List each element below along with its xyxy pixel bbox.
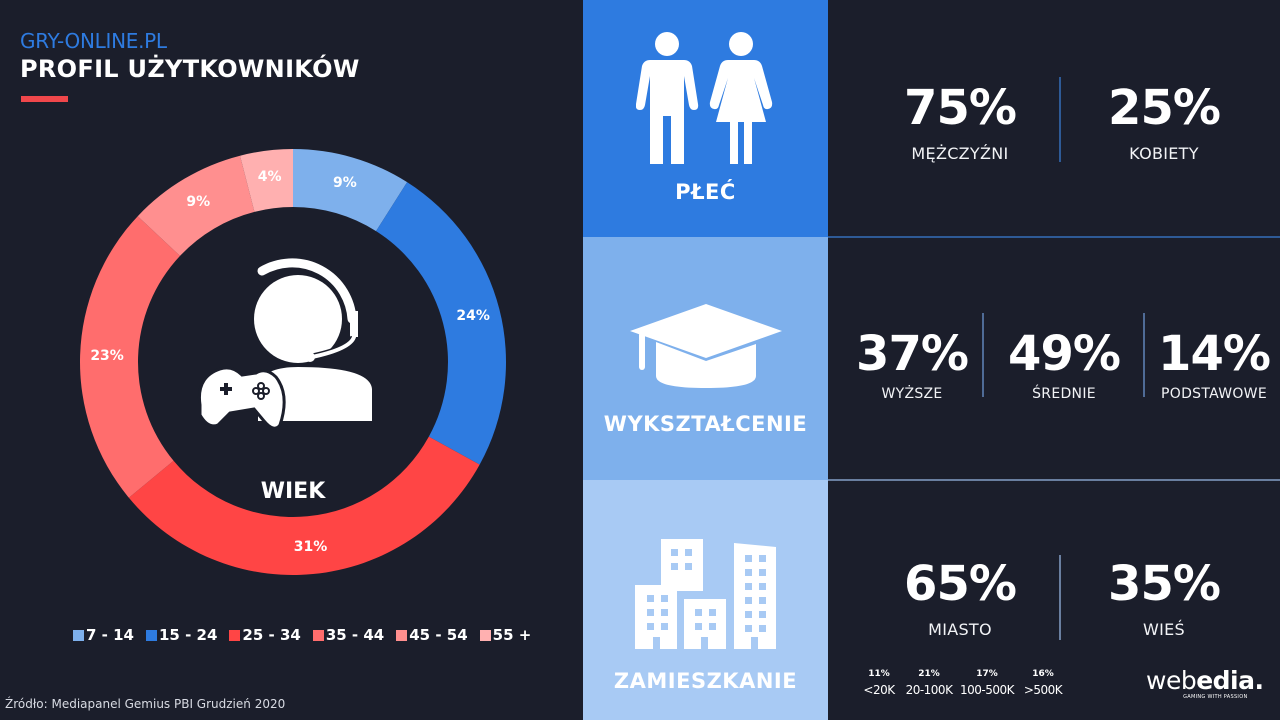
residence-panel: ZAMIESZKANIE bbox=[583, 480, 828, 720]
city-size-label: <20K bbox=[863, 683, 895, 697]
city-size-value: 11% bbox=[868, 669, 890, 679]
legend-label: 45 - 54 bbox=[409, 626, 468, 644]
age-donut-chart: 9% 24% 31% 23% 9% 4% WIEK bbox=[80, 149, 506, 575]
graduation-cap-icon bbox=[629, 304, 782, 388]
legend-item: 45 - 54 bbox=[396, 626, 468, 644]
education-label: WYKSZTAŁCENIE bbox=[603, 412, 808, 436]
section-divider bbox=[828, 236, 1280, 238]
donut-slice bbox=[376, 182, 506, 465]
man-woman-icon bbox=[635, 32, 772, 164]
stat-secondary: 49% ŚREDNIE bbox=[1008, 326, 1121, 402]
stat-label: PODSTAWOWE bbox=[1161, 386, 1267, 402]
legend-item: 15 - 24 bbox=[145, 626, 218, 644]
stat-label: ŚREDNIE bbox=[1032, 386, 1096, 402]
donut-slice bbox=[240, 149, 293, 212]
stat-label: WIEŚ bbox=[1142, 620, 1186, 639]
city-buildings-icon bbox=[634, 539, 776, 649]
stat-value: 65% bbox=[904, 556, 1017, 612]
stat-divider bbox=[1143, 313, 1145, 397]
legend-label: 7 - 14 bbox=[86, 626, 134, 644]
legend-label: 55 + bbox=[492, 626, 532, 644]
donut-slice bbox=[128, 436, 480, 575]
legend-swatch bbox=[229, 629, 241, 641]
slice-label: 23% bbox=[90, 348, 124, 365]
city-size-label: 20-100K bbox=[905, 683, 953, 697]
legend-swatch bbox=[396, 629, 408, 641]
legend-item: 25 - 34 bbox=[229, 626, 301, 644]
legend-swatch bbox=[479, 629, 491, 641]
stat-value: 75% bbox=[904, 80, 1017, 136]
city-size-value: 21% bbox=[918, 669, 940, 679]
stat-value: 49% bbox=[1008, 326, 1121, 382]
residence-label: ZAMIESZKANIE bbox=[613, 669, 798, 693]
slice-label: 9% bbox=[333, 175, 357, 192]
slice-label: 4% bbox=[257, 169, 282, 186]
source-note: Źródło: Mediapanel Gemius PBI Grudzień 2… bbox=[5, 697, 286, 711]
legend-label: 35 - 44 bbox=[325, 626, 385, 644]
donut-center-label: WIEK bbox=[260, 479, 326, 504]
stat-divider bbox=[1059, 77, 1061, 162]
legend-label: 25 - 34 bbox=[242, 626, 301, 644]
stat-value: 37% bbox=[856, 326, 969, 382]
city-size-stat: 21% 20-100K bbox=[906, 669, 953, 697]
stat-city: 65% MIASTO bbox=[904, 556, 1017, 639]
legend-item: 55 + bbox=[479, 626, 532, 644]
city-size-value: 16% bbox=[1032, 669, 1054, 679]
donut-slice bbox=[293, 149, 408, 232]
stat-value: 25% bbox=[1108, 80, 1221, 136]
stat-label: WYŻSZE bbox=[881, 386, 943, 402]
stat-label: MĘŻCZYŹNI bbox=[911, 144, 1009, 163]
stat-value: 14% bbox=[1158, 326, 1271, 382]
stat-divider bbox=[1059, 555, 1061, 640]
stat-primary: 14% PODSTAWOWE bbox=[1158, 326, 1271, 402]
logo-tagline: GAMING WITH PASSION bbox=[1183, 694, 1248, 700]
donut-svg bbox=[80, 149, 506, 575]
stat-women: 25% KOBIETY bbox=[1108, 80, 1221, 163]
brand-name: GRY-ONLINE.PL bbox=[20, 29, 167, 53]
city-size-stat: 17% 100-500K bbox=[959, 669, 1015, 697]
slice-label: 31% bbox=[293, 539, 328, 556]
legend-item: 35 - 44 bbox=[312, 626, 385, 644]
stat-value: 35% bbox=[1108, 556, 1221, 612]
slice-label: 24% bbox=[456, 307, 490, 324]
city-size-value: 17% bbox=[976, 669, 998, 679]
legend-swatch bbox=[145, 629, 157, 641]
webedia-logo: webedia. GAMING WITH PASSION bbox=[1146, 668, 1264, 700]
city-size-label: 100-500K bbox=[959, 683, 1015, 697]
chart-legend: 7 - 14 15 - 24 25 - 34 35 - 44 45 - 54 5… bbox=[73, 626, 531, 644]
page-title: PROFIL UŻYTKOWNIKÓW bbox=[20, 55, 360, 83]
donut-slice bbox=[137, 155, 255, 256]
legend-label: 15 - 24 bbox=[158, 626, 218, 644]
city-size-stat: 11% <20K bbox=[863, 669, 895, 697]
legend-swatch bbox=[73, 629, 84, 641]
section-divider bbox=[828, 479, 1280, 481]
gender-panel: PŁEĆ bbox=[583, 0, 828, 237]
city-size-label: >500K bbox=[1023, 683, 1063, 697]
education-panel: WYKSZTAŁCENIE bbox=[583, 237, 828, 480]
city-size-stat: 16% >500K bbox=[1023, 669, 1063, 697]
gamer-headset-controller-icon bbox=[197, 258, 372, 430]
stat-higher: 37% WYŻSZE bbox=[856, 326, 969, 402]
legend-swatch bbox=[312, 629, 324, 641]
stat-label: KOBIETY bbox=[1129, 144, 1199, 163]
stat-label: MIASTO bbox=[928, 620, 992, 639]
stat-village: 35% WIEŚ bbox=[1108, 556, 1221, 639]
logo-text-light: web bbox=[1146, 666, 1197, 695]
title-accent-bar bbox=[21, 96, 68, 102]
legend-item: 7 - 14 bbox=[73, 626, 134, 644]
logo-text-bold: edia. bbox=[1196, 666, 1264, 695]
gender-label: PŁEĆ bbox=[675, 180, 736, 204]
donut-slice bbox=[80, 216, 181, 498]
slice-label: 9% bbox=[186, 193, 211, 210]
stat-divider bbox=[982, 313, 984, 397]
stat-men: 75% MĘŻCZYŹNI bbox=[904, 80, 1017, 163]
